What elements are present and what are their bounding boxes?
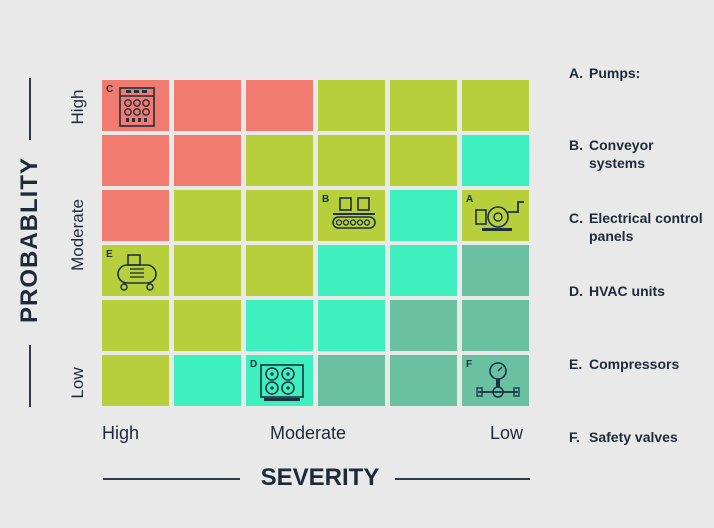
hvac-icon xyxy=(260,364,304,401)
matrix-cell-r5-c1 xyxy=(174,355,241,406)
matrix-cell-r5-c3 xyxy=(318,355,385,406)
matrix-cell-r4-c0 xyxy=(102,300,169,351)
x-axis-line-right xyxy=(395,478,530,480)
matrix-cell-r3-c5 xyxy=(462,245,529,296)
marker-letter-a: A xyxy=(466,194,473,205)
matrix-cell-r3-c0 xyxy=(102,245,169,296)
x-tick-high: High xyxy=(102,423,140,443)
marker-letter-b: B xyxy=(322,194,329,205)
x-tick-low: Low xyxy=(490,423,524,443)
matrix-cell-r1-c1 xyxy=(174,135,241,186)
matrix-cell-r3-c1 xyxy=(174,245,241,296)
matrix-cell-r5-c4 xyxy=(390,355,457,406)
matrix-cell-r1-c3 xyxy=(318,135,385,186)
matrix-cell-r5-c0 xyxy=(102,355,169,406)
matrix-cell-r4-c3 xyxy=(318,300,385,351)
matrix-cell-r4-c4 xyxy=(390,300,457,351)
legend-item-e: E. Compressors xyxy=(569,356,680,372)
matrix-cell-r3-c4 xyxy=(390,245,457,296)
matrix-cell-r3-c3 xyxy=(318,245,385,296)
matrix-cell-r1-c2 xyxy=(246,135,313,186)
x-axis-line-left xyxy=(103,478,240,480)
matrix-cell-r0-c4 xyxy=(390,80,457,131)
matrix-cell-r0-c5 xyxy=(462,80,529,131)
matrix-cell-r2-c4 xyxy=(390,190,457,241)
marker-letter-d: D xyxy=(250,359,257,370)
marker-letter-f: F xyxy=(466,359,472,370)
matrix-cell-r0-c2 xyxy=(246,80,313,131)
x-tick-moderate: Moderate xyxy=(270,423,347,443)
y-axis-line-bottom xyxy=(29,345,31,407)
control-panel-icon xyxy=(119,87,155,127)
safety-valve-icon xyxy=(476,362,520,398)
matrix-cell-r1-c0 xyxy=(102,135,169,186)
legend-item-b: B. Conveyor systems xyxy=(569,137,654,171)
matrix-cell-r1-c4 xyxy=(390,135,457,186)
legend-item-d: D. HVAC units xyxy=(569,283,665,299)
pump-icon xyxy=(475,201,524,231)
matrix-cell-r2-c1 xyxy=(174,190,241,241)
legend-item-a: A. Pumps: xyxy=(569,65,641,81)
matrix-cell-r2-c0 xyxy=(102,190,169,241)
matrix-cell-r4-c2 xyxy=(246,300,313,351)
matrix-cell-r4-c1 xyxy=(174,300,241,351)
x-axis-title: SEVERITY xyxy=(260,464,380,491)
marker-letter-e: E xyxy=(106,249,113,260)
matrix-cell-r1-c5 xyxy=(462,135,529,186)
conveyor-icon xyxy=(332,197,376,229)
legend-item-f: F. Safety valves xyxy=(569,429,678,445)
y-axis-line-top xyxy=(29,78,31,140)
legend-item-c: C. Electrical control panels xyxy=(569,210,703,244)
matrix-cell-r2-c2 xyxy=(246,190,313,241)
matrix-cell-r2-c5 xyxy=(462,190,529,241)
marker-letter-c: C xyxy=(106,84,113,95)
matrix-cell-r4-c5 xyxy=(462,300,529,351)
matrix-cell-r0-c3 xyxy=(318,80,385,131)
compressor-icon xyxy=(117,254,157,291)
matrix-cell-r3-c2 xyxy=(246,245,313,296)
matrix-cell-r0-c1 xyxy=(174,80,241,131)
